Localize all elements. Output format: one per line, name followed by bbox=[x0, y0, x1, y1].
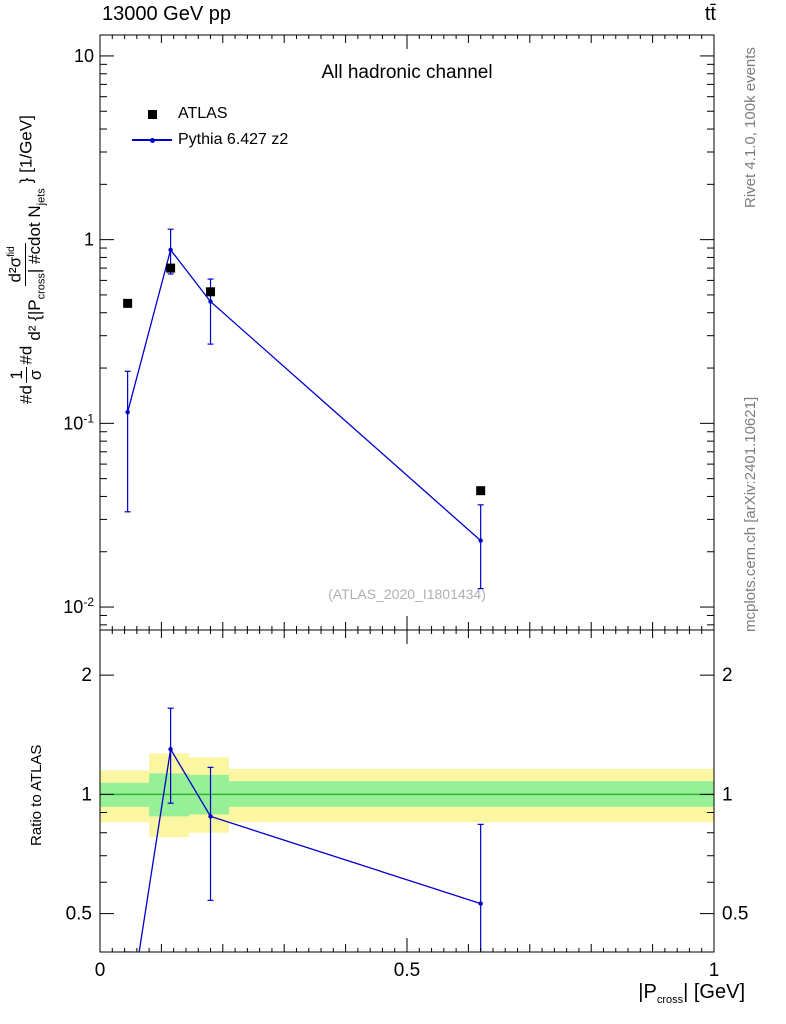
ylabel-close-brace: } bbox=[16, 177, 36, 184]
atlas-marker-icon bbox=[147, 109, 157, 119]
legend-item-atlas: ATLAS bbox=[126, 101, 288, 127]
svg-text:2: 2 bbox=[722, 665, 733, 686]
svg-text:0.5: 0.5 bbox=[394, 960, 420, 981]
pythia-dot-icon bbox=[149, 137, 155, 143]
svg-text:10-2: 10-2 bbox=[63, 595, 94, 617]
legend-atlas-label: ATLAS bbox=[178, 105, 228, 122]
svg-text:0.5: 0.5 bbox=[722, 904, 748, 925]
svg-text:0: 0 bbox=[95, 960, 106, 981]
legend-pythia-label: Pythia 6.427 z2 bbox=[178, 131, 289, 148]
legend-pythia-icon-cell bbox=[126, 137, 178, 143]
mcplots-credit-label: mcplots.cern.ch [arXiv:2401.10621] bbox=[742, 396, 759, 632]
svg-text:10-1: 10-1 bbox=[63, 411, 94, 433]
svg-text:1: 1 bbox=[722, 784, 733, 805]
legend-item-pythia: Pythia 6.427 z2 bbox=[126, 127, 288, 153]
svg-text:1: 1 bbox=[709, 960, 720, 981]
process-label: tt̄ bbox=[704, 3, 716, 25]
pythia-curve bbox=[124, 228, 484, 590]
x-axis-label: |Pcross| [GeV] bbox=[638, 981, 745, 1006]
ratio-y-axis-label: Ratio to ATLAS bbox=[28, 744, 45, 846]
analysis-watermark: (ATLAS_2020_I1801434) bbox=[328, 586, 486, 602]
legend-atlas-icon-cell bbox=[126, 109, 178, 119]
svg-text:1: 1 bbox=[84, 230, 94, 250]
ylabel-units: [1/GeV] bbox=[16, 115, 36, 178]
ratio-uncertainty-bands bbox=[100, 753, 714, 838]
ylabel-d2: #d bbox=[16, 345, 36, 365]
beam-energy-label: 13000 GeV pp bbox=[102, 3, 231, 25]
ratio-pythia-curve bbox=[124, 707, 484, 952]
axes-frames bbox=[99, 34, 715, 953]
atlas-points bbox=[123, 263, 486, 496]
rivet-version-label: Rivet 4.1.0, 100k events bbox=[742, 47, 759, 208]
ylabel-d1: #d bbox=[16, 385, 36, 404]
svg-text:0.5: 0.5 bbox=[66, 904, 92, 925]
legend: ATLAS Pythia 6.427 z2 bbox=[126, 101, 288, 153]
channel-title: All hadronic channel bbox=[321, 62, 493, 83]
pythia-line-icon bbox=[132, 137, 172, 143]
svg-text:1: 1 bbox=[81, 784, 92, 805]
svg-text:2: 2 bbox=[81, 665, 92, 686]
main-y-axis-label: #d 1 σ #d d²σfid d² {|Pcross| #cdot Njets} [1… bbox=[6, 115, 48, 404]
ylabel-frac-dsigma: d²σfid d² {|Pcross| #cdot Njets bbox=[5, 188, 48, 341]
tick-labels: 10 1 10-1 10-2 0.5 0.5 1 1 2 2 0 0.5 1 bbox=[63, 46, 748, 981]
svg-text:10: 10 bbox=[74, 46, 94, 66]
